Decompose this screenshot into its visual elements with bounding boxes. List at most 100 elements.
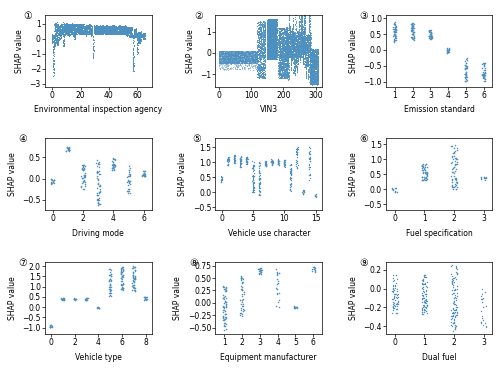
Point xyxy=(270,23,278,29)
Point xyxy=(258,50,266,56)
Point xyxy=(72,26,80,32)
Point xyxy=(60,24,68,30)
Point xyxy=(282,49,290,55)
Point xyxy=(279,66,287,72)
Point xyxy=(300,28,308,34)
Point xyxy=(256,70,264,76)
Point xyxy=(132,29,140,35)
Point xyxy=(250,48,258,54)
Point xyxy=(59,24,67,30)
Point xyxy=(70,26,78,32)
Point xyxy=(60,25,68,31)
Point xyxy=(230,55,237,61)
Point xyxy=(295,45,303,50)
Point xyxy=(303,36,311,42)
Point xyxy=(266,18,274,24)
Point xyxy=(261,70,269,76)
Point xyxy=(253,56,261,62)
Point xyxy=(308,81,316,87)
Point xyxy=(286,33,294,39)
Point xyxy=(302,14,310,20)
Point xyxy=(276,46,284,52)
Point xyxy=(268,25,276,31)
Point xyxy=(228,58,235,63)
Point xyxy=(216,54,224,60)
Point xyxy=(452,313,460,319)
Point xyxy=(252,60,260,66)
Point xyxy=(250,48,258,54)
Point xyxy=(266,39,274,45)
Point xyxy=(118,30,126,36)
Point xyxy=(452,326,460,332)
Point xyxy=(237,49,245,55)
Point xyxy=(297,40,305,46)
Point xyxy=(270,26,278,32)
Point xyxy=(231,52,239,58)
Point xyxy=(271,55,279,61)
Point xyxy=(236,55,244,61)
Point xyxy=(264,43,272,49)
Point xyxy=(272,27,280,33)
Point xyxy=(296,50,304,56)
Point xyxy=(303,57,311,63)
Point xyxy=(295,33,303,39)
X-axis label: Environmental inspection agency: Environmental inspection agency xyxy=(34,105,162,114)
Point xyxy=(311,55,319,60)
Point xyxy=(284,72,292,78)
Point xyxy=(266,24,274,30)
Point xyxy=(285,12,293,18)
Point xyxy=(270,25,278,31)
Point xyxy=(134,46,141,52)
Point xyxy=(286,27,294,33)
Point xyxy=(269,26,277,32)
Point xyxy=(269,50,277,56)
Point xyxy=(292,48,300,54)
Point xyxy=(418,311,426,317)
Point xyxy=(304,47,312,53)
Point xyxy=(264,46,272,52)
Point xyxy=(56,27,64,33)
Point xyxy=(266,43,274,49)
Point xyxy=(66,23,74,29)
Point xyxy=(272,55,280,61)
Point xyxy=(228,52,235,58)
Point xyxy=(130,61,138,67)
Point xyxy=(283,30,291,36)
Point xyxy=(308,78,316,84)
Point xyxy=(289,44,297,50)
Point xyxy=(299,50,307,56)
Point xyxy=(222,59,230,65)
Point xyxy=(271,42,279,48)
Point xyxy=(268,53,276,59)
Point xyxy=(286,171,294,177)
Point xyxy=(302,65,310,71)
Point xyxy=(289,45,297,50)
Point xyxy=(266,27,274,33)
Point xyxy=(266,52,274,58)
Point xyxy=(296,58,304,63)
Point xyxy=(76,27,84,33)
Point xyxy=(76,22,84,27)
Text: ⑧: ⑧ xyxy=(189,258,198,268)
Point xyxy=(134,30,142,36)
Point xyxy=(264,34,272,40)
Point xyxy=(283,56,291,62)
Point xyxy=(256,66,264,72)
Point xyxy=(270,22,278,28)
Point xyxy=(142,296,150,302)
Point xyxy=(279,72,287,78)
Point xyxy=(265,32,273,38)
Point xyxy=(258,22,266,27)
Point xyxy=(246,56,254,62)
Point xyxy=(244,65,252,71)
Point xyxy=(93,31,101,37)
Point xyxy=(268,34,276,40)
Point xyxy=(389,186,397,191)
Point xyxy=(241,60,249,66)
Point xyxy=(236,156,244,162)
Point xyxy=(256,32,264,38)
Point xyxy=(277,65,285,71)
Point xyxy=(250,50,258,56)
Point xyxy=(268,21,276,27)
Point xyxy=(62,30,70,36)
